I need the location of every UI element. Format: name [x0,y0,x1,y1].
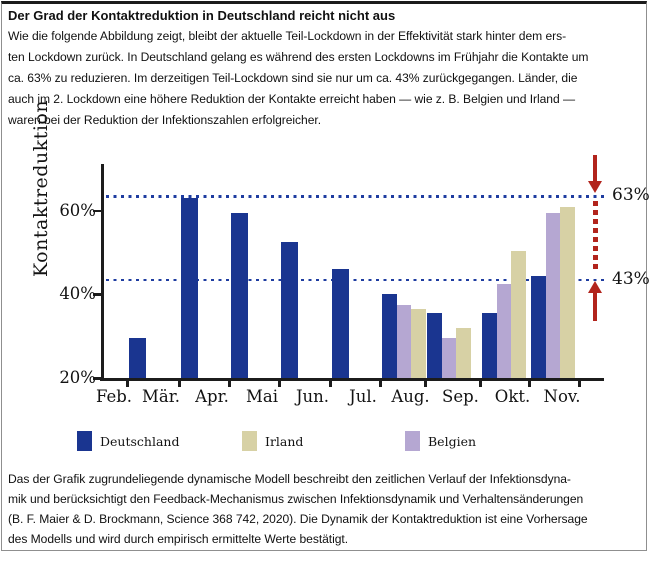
bar-deutschland-5 [332,269,349,378]
bar-deutschland-7 [427,313,442,378]
y-tick-label: 40% [59,284,96,304]
caption-line: Das der Grafik zugrundeliegende dynamisc… [8,472,571,486]
caption-paragraph: Das der Grafik zugrundeliegende dynamisc… [8,469,644,549]
red-dotted-connector [593,201,598,273]
x-tick [578,378,581,387]
bar-irland-9 [560,206,575,378]
x-label-3: Mai [245,387,278,406]
y-tick [93,377,102,380]
x-label-8: Okt. [494,387,531,406]
bar-deutschland-9 [531,275,546,378]
arrow-up-icon [588,281,602,293]
bar-deutschland-1 [129,338,146,378]
bar-deutschland-4 [281,242,298,378]
y-axis-line [101,164,104,380]
bar-belgien-7 [441,338,457,378]
caption-line: mik und berücksichtigt den Feedback-Mech… [8,492,584,506]
intro-line: ten Lockdown zurück. In Deutschland gela… [8,50,589,64]
intro-line: waren bei der Reduktion der Infektionsza… [8,113,322,127]
arrow-up-shaft [593,293,597,321]
x-tick [126,378,129,387]
bar-deutschland-2 [181,198,198,378]
figure-box: Der Grad der Kontaktreduktion in Deutsch… [1,1,649,551]
intro-line: ca. 63% zu reduzieren. Im derzeitigen Te… [8,71,578,85]
chart-legend: Deutschland Irland Belgien [2,431,648,457]
bar-belgien-8 [496,283,512,378]
legend-swatch-deutschland [77,431,92,451]
bar-deutschland-6 [382,294,397,378]
x-label-7: Sep. [442,387,479,406]
arrow-down-icon [588,181,602,193]
reference-label-43: 43% [612,268,649,289]
bar-irland-6 [411,309,426,378]
intro-paragraph: Wie die folgende Abbildung zeigt, bleibt… [8,26,644,131]
x-tick [228,378,231,387]
reference-line-43 [106,278,606,282]
x-tick [424,378,427,387]
arrow-down-shaft [593,155,597,181]
legend-swatch-belgien [405,431,420,451]
x-tick [528,378,531,387]
x-label-9: Nov. [543,387,581,406]
x-label-5: Jul. [349,387,377,406]
bar-deutschland-3 [231,212,248,378]
bar-belgien-6 [396,304,412,378]
legend-label: Belgien [428,434,477,449]
bar-irland-7 [456,327,471,378]
x-label-6: Aug. [391,387,430,406]
x-tick [178,378,181,387]
x-label-2: Apr. [195,387,229,406]
x-tick [329,378,332,387]
legend-label: Irland [265,434,304,449]
legend-label: Deutschland [100,434,180,449]
caption-line: des Modells und wird durch empirisch erm… [8,532,349,546]
x-label-0: Feb. [95,387,133,406]
bar-chart: Kontaktreduktion 60% 40% 20% Feb. Mär. Apr. Ma… [2,100,649,415]
reference-line-63 [106,195,606,198]
x-axis-line [100,378,604,381]
figure-title: Der Grad der Kontaktreduktion in Deutsch… [8,8,396,23]
y-tick [93,293,102,296]
bar-belgien-9 [545,212,561,378]
y-tick [93,209,102,213]
y-axis-title: Kontaktreduktion [30,99,52,277]
y-tick-label: 60% [59,200,96,220]
legend-swatch-irland [242,431,257,451]
x-tick [278,378,281,387]
reference-label-63: 63% [612,185,649,206]
y-tick-label: 20% [59,368,96,387]
x-tick [479,378,482,387]
x-tick [379,378,382,387]
bar-deutschland-8 [482,313,497,378]
intro-line: auch im 2. Lockdown eine höhere Reduktio… [8,92,576,106]
intro-line: Wie die folgende Abbildung zeigt, bleibt… [8,29,567,43]
bar-irland-8 [511,250,526,378]
x-label-4: Jun. [295,387,330,406]
caption-line: (B. F. Maier & D. Brockmann, Science 368… [8,512,588,526]
x-label-1: Mär. [141,387,181,406]
